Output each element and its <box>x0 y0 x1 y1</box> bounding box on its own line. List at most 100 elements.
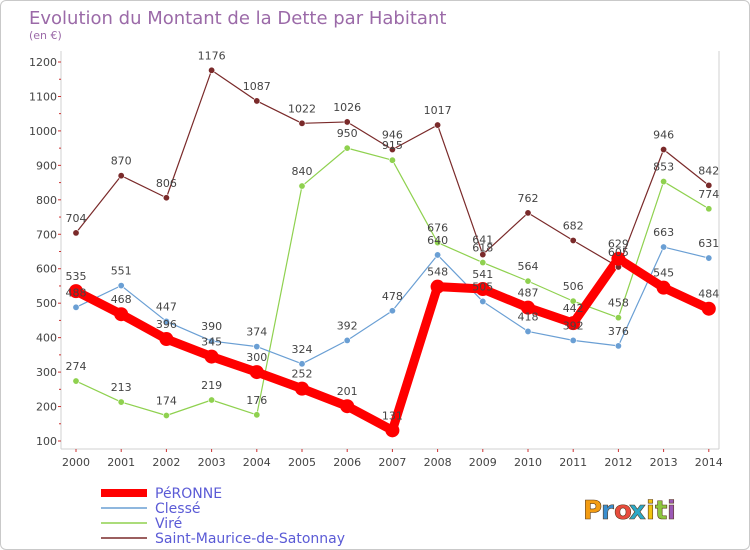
data-point <box>656 280 671 295</box>
data-label: 418 <box>518 310 539 323</box>
data-label: 551 <box>111 265 132 278</box>
data-label: 506 <box>563 280 584 293</box>
data-point <box>614 314 622 322</box>
axis-frame <box>60 51 720 450</box>
data-point <box>162 317 170 325</box>
data-label: 458 <box>608 297 629 310</box>
logo-letter: o <box>614 496 632 526</box>
data-point <box>479 297 487 305</box>
data-point <box>434 121 442 129</box>
data-point <box>660 243 668 251</box>
data-label: 682 <box>563 219 584 232</box>
x-tick-label: 2002 <box>152 456 180 469</box>
y-tick-label: 1000 <box>29 125 57 138</box>
data-point <box>72 377 80 385</box>
data-label: 676 <box>427 222 448 235</box>
chart-title: Evolution du Montant de la Dette par Hab… <box>29 8 446 29</box>
data-label: 174 <box>156 395 177 408</box>
data-point <box>298 119 306 127</box>
legend-label: Clessé <box>155 501 200 517</box>
x-tick-label: 2007 <box>378 456 406 469</box>
data-label: 484 <box>698 288 719 301</box>
data-label: 842 <box>698 164 719 177</box>
data-point <box>524 209 532 217</box>
data-point <box>705 205 713 213</box>
data-label: 535 <box>66 270 87 283</box>
data-point <box>566 316 581 331</box>
data-point <box>524 277 532 285</box>
data-point <box>705 254 713 262</box>
y-tick-label: 500 <box>36 297 57 310</box>
logo-letter: t <box>655 496 667 526</box>
y-axis-ticks: 100 200 300 400 500 600 700 800 900 1000 1100 1200 <box>29 56 61 448</box>
data-label: 374 <box>246 326 267 339</box>
data-point <box>343 118 351 126</box>
y-tick-label: 700 <box>36 228 57 241</box>
data-label: 252 <box>292 368 313 381</box>
data-point <box>162 194 170 202</box>
y-tick-label: 200 <box>36 401 57 414</box>
logo-letter: x <box>629 496 646 526</box>
data-point <box>298 182 306 190</box>
data-point <box>72 303 80 311</box>
data-label: 390 <box>201 320 222 333</box>
data-label: 176 <box>246 394 267 407</box>
data-point <box>298 360 306 368</box>
data-label: 1176 <box>198 49 226 62</box>
data-label: 946 <box>653 129 674 142</box>
data-point <box>117 172 125 180</box>
x-tick-label: 2010 <box>514 456 542 469</box>
data-label: 505 <box>472 280 493 293</box>
data-label: 1022 <box>288 102 316 115</box>
data-point <box>430 279 445 294</box>
data-point <box>159 332 174 347</box>
data-label: 915 <box>382 139 403 152</box>
data-point <box>434 251 442 259</box>
x-tick-label: 2009 <box>469 456 497 469</box>
data-point <box>295 381 309 396</box>
data-point <box>162 412 170 420</box>
data-point <box>388 146 396 154</box>
data-label: 324 <box>292 343 313 356</box>
data-point <box>72 229 80 237</box>
y-tick-label: 800 <box>36 194 57 207</box>
logo-letter: i <box>667 496 676 526</box>
data-label: 950 <box>337 127 358 140</box>
x-tick-label: 2014 <box>695 456 723 469</box>
y-tick-label: 400 <box>36 332 57 345</box>
data-label: 564 <box>518 260 539 273</box>
y-tick-label: 900 <box>36 159 57 172</box>
data-point <box>208 337 216 345</box>
chart-subtitle: (en €) <box>29 29 62 42</box>
data-point <box>114 307 129 322</box>
data-label: 376 <box>608 325 629 338</box>
data-label: 300 <box>246 351 267 364</box>
proxiti-logo: Pr ox i t i <box>583 496 677 527</box>
data-label: 629 <box>608 238 629 251</box>
data-label: 605 <box>608 246 629 259</box>
data-point <box>569 236 577 244</box>
data-point <box>249 365 264 380</box>
data-point <box>701 301 716 316</box>
data-label: 392 <box>563 319 584 332</box>
data-point <box>385 423 400 438</box>
data-point <box>253 97 261 105</box>
data-label: 870 <box>111 155 132 168</box>
data-point <box>343 144 351 152</box>
data-label: 946 <box>382 129 403 142</box>
data-label: 488 <box>66 286 87 299</box>
x-tick-label: 2012 <box>604 456 632 469</box>
legend-label: PéRONNE <box>155 486 222 502</box>
data-label: 213 <box>111 381 132 394</box>
data-point <box>660 178 668 186</box>
data-label: 396 <box>156 318 177 331</box>
data-label: 663 <box>653 226 674 239</box>
data-label: 468 <box>111 293 132 306</box>
logo-letter: P <box>583 496 602 526</box>
data-point <box>253 343 261 351</box>
data-label: 219 <box>201 379 222 392</box>
legend-label: Saint-Maurice-de-Satonnay <box>155 531 345 547</box>
logo-letter: r <box>601 496 614 526</box>
